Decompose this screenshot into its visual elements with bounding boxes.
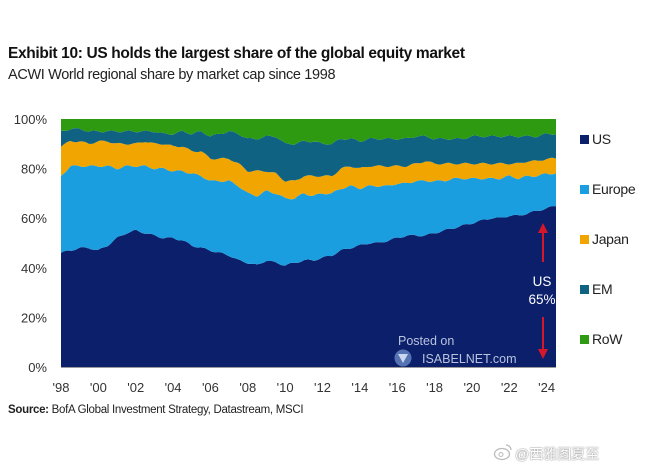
legend-label-em: EM bbox=[592, 281, 613, 297]
y-tick-label: 40% bbox=[21, 261, 47, 276]
area-layer bbox=[61, 119, 556, 367]
legend-item-europe: Europe bbox=[580, 181, 636, 197]
legend-label-japan: Japan bbox=[592, 231, 629, 247]
annotation-line-2: 65% bbox=[528, 292, 556, 307]
legend-item-em: EM bbox=[580, 281, 613, 297]
x-tick-label: '98 bbox=[53, 380, 70, 395]
x-axis: '98 '00 '02 '04 '06 '08 '10 '12 '14 '16 '18 '20 '22 '… bbox=[53, 380, 556, 395]
y-axis: 0% 20% 40% 60% 80% 100% bbox=[14, 112, 48, 375]
x-tick-label: '22 bbox=[501, 380, 518, 395]
y-tick-label: 20% bbox=[21, 310, 47, 325]
watermark-posted-on: Posted on bbox=[398, 334, 455, 348]
x-tick-label: '04 bbox=[165, 380, 182, 395]
y-tick-label: 60% bbox=[21, 211, 47, 226]
area-japan bbox=[61, 140, 556, 200]
isabelnet-logo-icon bbox=[394, 349, 412, 367]
legend-item-japan: Japan bbox=[580, 231, 629, 247]
watermark-site: ISABELNET.com bbox=[422, 352, 517, 366]
chart-subtitle: ACWI World regional share by market cap … bbox=[8, 67, 336, 83]
legend-swatch-row bbox=[580, 334, 589, 344]
y-tick-label: 100% bbox=[14, 112, 48, 127]
down-arrow-icon bbox=[538, 349, 548, 359]
x-tick-label: '06 bbox=[202, 380, 219, 395]
annotation-line-1: US bbox=[532, 274, 552, 289]
y-tick-label: 80% bbox=[21, 162, 47, 177]
x-tick-label: '12 bbox=[314, 380, 331, 395]
social-watermark: @西雅图夏至 bbox=[515, 446, 600, 462]
legend-item-row: RoW bbox=[580, 331, 623, 347]
source-note: Source: BofA Global Investment Strategy,… bbox=[8, 404, 304, 416]
us-share-annotation: US 65% bbox=[522, 273, 562, 309]
source-label: Source: bbox=[8, 404, 49, 416]
x-tick-label: '18 bbox=[426, 380, 443, 395]
area-em bbox=[61, 128, 556, 182]
x-tick-label: '20 bbox=[463, 380, 480, 395]
x-tick-label: '16 bbox=[389, 380, 406, 395]
x-tick-label: '10 bbox=[277, 380, 294, 395]
y-tick-label: 0% bbox=[28, 360, 47, 375]
up-arrow-icon bbox=[538, 223, 548, 233]
chart-title: Exhibit 10: US holds the largest share o… bbox=[8, 45, 465, 62]
x-tick-label: '02 bbox=[127, 380, 144, 395]
legend-label-europe: Europe bbox=[592, 181, 636, 197]
annotation-arrows bbox=[538, 223, 548, 359]
area-europe bbox=[61, 165, 556, 266]
legend-label-us: US bbox=[592, 131, 611, 147]
x-tick-label: '14 bbox=[351, 380, 368, 395]
legend-swatch-em bbox=[580, 284, 589, 294]
legend-label-row: RoW bbox=[592, 331, 623, 347]
legend-swatch-europe bbox=[580, 184, 589, 194]
source-text: BofA Global Investment Strategy, Datastr… bbox=[51, 404, 304, 416]
x-tick-label: '24 bbox=[538, 380, 555, 395]
x-tick-label: '08 bbox=[239, 380, 256, 395]
area-row bbox=[61, 119, 556, 145]
legend-swatch-us bbox=[580, 134, 589, 144]
legend-swatch-japan bbox=[580, 234, 589, 244]
weibo-icon bbox=[493, 444, 512, 461]
x-tick-label: '00 bbox=[90, 380, 107, 395]
area-us bbox=[61, 206, 556, 367]
legend-item-us: US bbox=[580, 131, 611, 147]
